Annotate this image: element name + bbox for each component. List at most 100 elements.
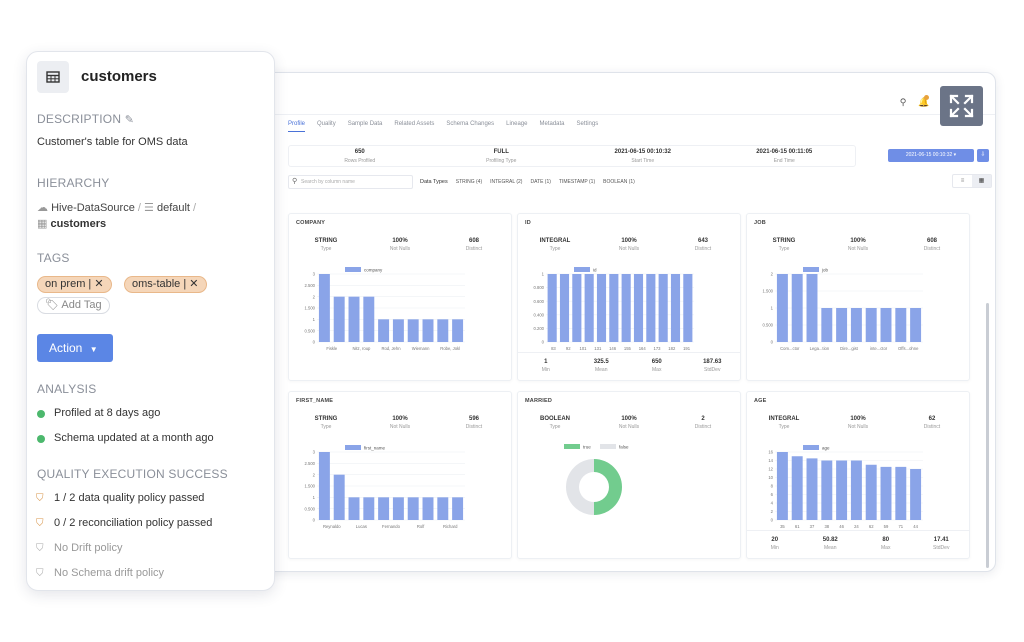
close-icon[interactable]: | ✕ bbox=[88, 278, 104, 290]
column-stat: 100% Not Nulls bbox=[363, 416, 437, 430]
column-stat: 100% Not Nulls bbox=[592, 238, 666, 252]
tab-metadata[interactable]: Metadata bbox=[539, 121, 565, 127]
y-tick-label: 0.200 bbox=[534, 326, 545, 331]
tab-lineage[interactable]: Lineage bbox=[506, 121, 528, 127]
stat-value: 100% bbox=[850, 416, 866, 422]
y-tick-label: 2.500 bbox=[305, 461, 316, 466]
table-icon: ▦ bbox=[37, 218, 48, 230]
pencil-icon[interactable]: ✎ bbox=[124, 114, 135, 126]
x-tick-label: 191 bbox=[683, 346, 691, 351]
profile-date-select[interactable]: 2021-06-15 00:10:32 ▾ bbox=[888, 149, 974, 162]
profiling-summary: 650 Rows Profiled FULL Profiling Type 2021-0… bbox=[288, 145, 856, 167]
shield-icon: ⛉ bbox=[36, 493, 44, 504]
chart-legend: id bbox=[574, 267, 597, 273]
stat-label: Type bbox=[778, 246, 790, 252]
bar bbox=[584, 274, 594, 342]
x-tick-label: 164 bbox=[639, 346, 647, 351]
shield-icon: ⛉ bbox=[36, 518, 44, 529]
hierarchy-datasource[interactable]: Hive-DataSource bbox=[51, 202, 135, 214]
tab-settings[interactable]: Settings bbox=[576, 121, 599, 127]
data-type-filter[interactable]: BOOLEAN (1) bbox=[603, 179, 635, 185]
bar bbox=[895, 466, 907, 520]
x-tick-label: 24 bbox=[854, 524, 859, 529]
numeric-stat: 50.82 Mean bbox=[803, 537, 859, 560]
tab-profile[interactable]: Profile bbox=[288, 121, 306, 132]
expand-button[interactable] bbox=[940, 86, 983, 126]
data-type-filter[interactable]: DATE (1) bbox=[530, 179, 551, 185]
bar bbox=[407, 497, 419, 520]
legend-label: job bbox=[821, 268, 829, 273]
search-icon[interactable]: ⚲ bbox=[899, 97, 907, 107]
numeric-stat: 1 Min bbox=[518, 359, 574, 382]
column-chart: age 16 14 12 10 8 6 4 2 0 35 61 37 38 46 24 62 59 71 44 bbox=[768, 445, 923, 529]
quality-heading: QUALITY EXECUTION SUCCESS bbox=[37, 467, 228, 481]
list-view-icon[interactable]: ≡ bbox=[960, 178, 965, 184]
bar bbox=[791, 274, 803, 342]
tab-related-assets[interactable]: Related Assets bbox=[394, 121, 435, 127]
numeric-stat: 80 Max bbox=[858, 537, 914, 560]
tag-on-prem[interactable]: on prem | ✕ bbox=[37, 276, 112, 293]
bar bbox=[547, 274, 557, 342]
y-tick-label: 1.500 bbox=[763, 289, 774, 294]
tag-oms-table[interactable]: oms-table | ✕ bbox=[124, 276, 207, 293]
numeric-stat: 20 Min bbox=[747, 537, 803, 560]
legend-label: true bbox=[583, 445, 591, 450]
tab-sample-data[interactable]: Sample Data bbox=[347, 121, 383, 127]
grid-view-icon[interactable]: ▦ bbox=[972, 175, 991, 187]
shield-icon: ⛉ bbox=[36, 543, 44, 554]
tag-label: oms-table bbox=[132, 278, 181, 290]
summary-label: End Time bbox=[773, 158, 795, 164]
bar bbox=[806, 458, 818, 520]
column-name: FIRST_NAME bbox=[296, 398, 334, 404]
column-stat: BOOLEAN Type bbox=[518, 416, 592, 430]
bar bbox=[683, 274, 693, 342]
bar bbox=[422, 497, 434, 520]
tab-schema-changes[interactable]: Schema Changes bbox=[446, 121, 495, 127]
legend-swatch bbox=[574, 267, 590, 272]
tab-quality[interactable]: Quality bbox=[317, 121, 336, 127]
data-type-filter[interactable]: TIMESTAMP (1) bbox=[558, 179, 596, 185]
add-tag-button[interactable]: 🏷 Add Tag bbox=[37, 297, 110, 314]
y-tick-label: 2 bbox=[313, 472, 316, 477]
numeric-stat: 17.41 StdDev bbox=[914, 537, 970, 560]
database-icon: ☰ bbox=[144, 202, 154, 214]
column-card-company: COMPANY STRING Type 100% Not Nulls 608 Distinc… bbox=[288, 213, 512, 381]
column-card-age: AGE INTEGRAL Type 100% Not Nulls 62 Distinct ag… bbox=[746, 391, 970, 559]
scrollbar[interactable] bbox=[986, 303, 989, 568]
close-icon[interactable]: | ✕ bbox=[183, 278, 199, 290]
column-stats: STRING Type 100% Not Nulls 596 Distinct bbox=[289, 416, 511, 430]
action-button[interactable]: Action ▼ bbox=[37, 334, 113, 362]
y-tick-label: 1 bbox=[542, 272, 545, 277]
x-tick-label: Robe, Jokl bbox=[440, 346, 460, 351]
hierarchy-database[interactable]: default bbox=[156, 202, 190, 214]
bell-icon[interactable]: 🔔 bbox=[918, 97, 930, 107]
stat-label: Distinct bbox=[923, 424, 941, 430]
profile-tabs: Profile Quality Sample Data Related Assets S… bbox=[288, 121, 598, 132]
view-toggle[interactable]: ≡ ▦ bbox=[952, 174, 992, 188]
column-search-input[interactable]: ⚲ Search by column name bbox=[288, 175, 413, 189]
numeric-stat: 650 Max bbox=[629, 359, 685, 382]
profile-window: ⚲ 🔔 Profile Quality Sample Data Related Ass… bbox=[255, 72, 996, 572]
y-tick-label: 1 bbox=[771, 306, 774, 311]
numeric-stat: 325.5 Mean bbox=[574, 359, 630, 382]
column-stats: BOOLEAN Type 100% Not Nulls 2 Distinct bbox=[518, 416, 740, 430]
stat-label: Not Nulls bbox=[847, 246, 869, 252]
y-tick-label: 6 bbox=[771, 492, 774, 497]
bar bbox=[407, 319, 419, 342]
download-icon[interactable]: ⇩ bbox=[977, 149, 989, 162]
column-stats: STRING Type 100% Not Nulls 608 Distinct bbox=[289, 238, 511, 252]
bar bbox=[363, 296, 375, 342]
bar bbox=[609, 274, 619, 342]
legend-swatch bbox=[345, 267, 361, 272]
summary-stat: FULL Profiling Type bbox=[431, 146, 573, 166]
action-label: Action bbox=[49, 341, 83, 355]
y-tick-label: 0 bbox=[771, 340, 774, 345]
data-type-filter[interactable]: STRING (4) bbox=[455, 179, 483, 185]
y-tick-label: 12 bbox=[768, 467, 773, 472]
summary-value: FULL bbox=[493, 149, 509, 155]
summary-label: Profiling Type bbox=[486, 158, 517, 164]
legend-swatch bbox=[803, 267, 819, 272]
x-tick-label: Nitz, roup bbox=[352, 346, 371, 351]
data-type-filter[interactable]: INTEGRAL (2) bbox=[490, 179, 523, 185]
column-stats: INTEGRAL Type 100% Not Nulls 62 Distinct bbox=[747, 416, 969, 430]
